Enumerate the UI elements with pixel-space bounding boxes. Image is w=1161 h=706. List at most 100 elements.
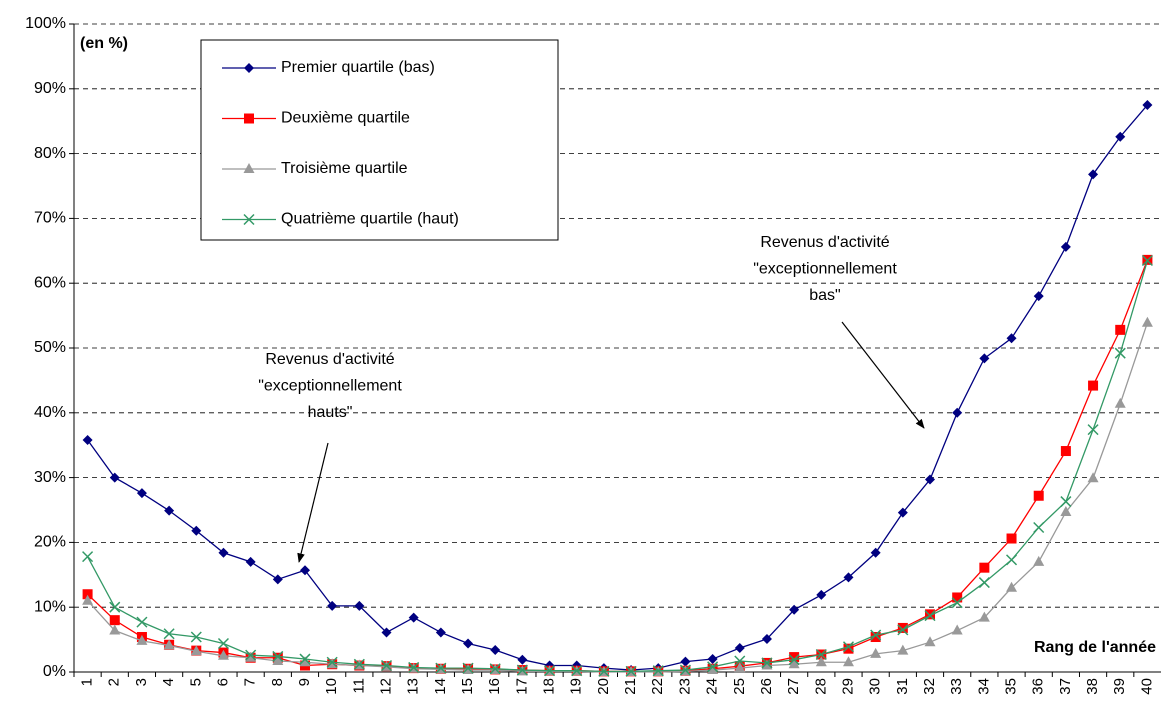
y-tick-label: 0%: [43, 663, 66, 680]
x-tick-label: 16: [486, 678, 503, 695]
legend-marker: [243, 213, 255, 226]
point: [327, 600, 338, 611]
point: [843, 572, 854, 583]
y-tick-label: 60%: [34, 274, 66, 291]
unit-note: (en %): [80, 35, 128, 52]
point: [299, 653, 311, 665]
point: [870, 547, 881, 558]
point: [1006, 581, 1018, 592]
point: [1087, 424, 1099, 436]
point: [1141, 254, 1153, 267]
x-tick-label: 13: [405, 678, 422, 695]
x-axis-label: Rang de l'année: [1034, 639, 1156, 656]
point: [1088, 169, 1099, 180]
point: [408, 661, 420, 673]
point: [408, 612, 419, 623]
point: [925, 609, 936, 620]
point: [109, 472, 120, 483]
point: [463, 638, 474, 649]
point: [1060, 496, 1072, 508]
point: [978, 577, 990, 589]
point: [516, 664, 528, 676]
legend-label: Deuxième quartile: [281, 110, 410, 127]
point: [952, 592, 963, 603]
point: [680, 656, 691, 667]
annotation: bas": [809, 287, 840, 304]
point: [1006, 554, 1018, 566]
x-tick-label: 37: [1057, 678, 1074, 695]
x-tick-label: 7: [242, 678, 259, 686]
y-tick-label: 90%: [34, 80, 66, 97]
point: [190, 645, 202, 656]
y-tick-label: 40%: [34, 404, 66, 421]
point: [1115, 131, 1126, 142]
x-tick-label: 15: [459, 678, 476, 695]
point: [82, 435, 93, 446]
point: [1060, 241, 1071, 252]
annotation: Revenus d'activité: [760, 234, 889, 251]
point: [870, 629, 882, 641]
x-tick-label: 4: [160, 678, 177, 686]
point: [354, 600, 365, 611]
point: [707, 661, 719, 673]
x-tick-label: 2: [106, 678, 123, 686]
point: [843, 643, 854, 654]
point: [191, 525, 202, 536]
x-tick-label: 19: [568, 678, 585, 695]
x-tick-label: 30: [867, 678, 884, 695]
point: [952, 407, 963, 418]
x-tick-label: 5: [187, 678, 204, 686]
point: [190, 631, 202, 643]
point: [1060, 505, 1072, 516]
x-tick-label: 24: [704, 678, 721, 695]
point: [897, 644, 909, 655]
y-tick-label: 100%: [25, 15, 66, 32]
y-tick-label: 70%: [34, 210, 66, 227]
x-tick-label: 28: [812, 678, 829, 695]
point: [761, 657, 773, 669]
point: [734, 643, 745, 654]
point: [1033, 291, 1044, 302]
legend-label: Troisième quartile: [281, 160, 408, 177]
point: [1087, 472, 1099, 483]
series-line: [87, 260, 1149, 673]
legend-marker: [244, 113, 254, 124]
point: [788, 658, 800, 669]
point: [815, 656, 827, 667]
point: [217, 637, 229, 650]
point: [272, 650, 284, 662]
point: [788, 654, 800, 666]
x-tick-label: 27: [785, 678, 802, 695]
point: [380, 659, 393, 672]
x-tick-label: 35: [1003, 678, 1020, 695]
point: [435, 662, 447, 674]
x-tick-label: 21: [622, 678, 639, 695]
legend-label: Premier quartile (bas): [281, 59, 435, 76]
x-tick-label: 1: [79, 678, 96, 686]
x-tick-label: 39: [1111, 678, 1128, 695]
point: [435, 627, 446, 638]
point: [109, 615, 120, 626]
annotation: "exceptionnellement: [258, 378, 402, 395]
point: [272, 654, 284, 665]
point: [1142, 100, 1153, 110]
annotation-arrow: [297, 442, 329, 563]
point: [245, 649, 257, 661]
point: [544, 665, 556, 677]
point: [299, 565, 310, 576]
point: [979, 353, 990, 364]
y-tick-label: 30%: [34, 469, 66, 486]
point: [1114, 347, 1126, 359]
point: [1141, 316, 1153, 327]
point: [842, 656, 854, 667]
point: [652, 665, 664, 677]
legend-marker: [244, 63, 254, 73]
point: [734, 655, 746, 667]
point: [245, 556, 256, 567]
point: [1033, 490, 1044, 501]
x-tick-label: 40: [1138, 678, 1155, 695]
x-tick-label: 17: [513, 678, 530, 695]
x-tick-label: 11: [350, 678, 367, 694]
x-tick-label: 6: [214, 678, 231, 686]
